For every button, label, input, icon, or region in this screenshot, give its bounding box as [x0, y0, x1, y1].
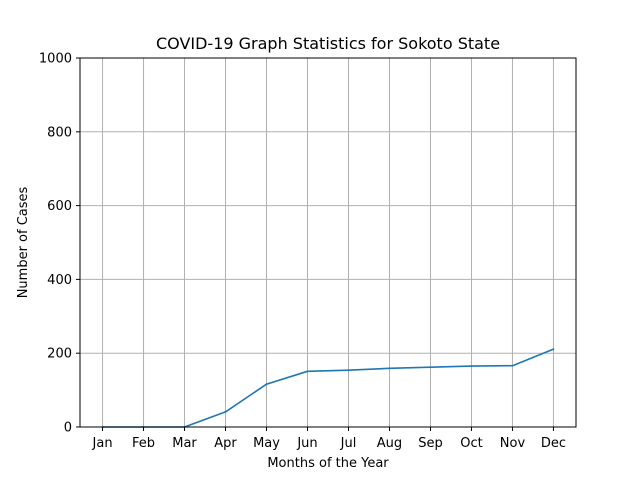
x-tick-label: Feb: [132, 436, 155, 451]
x-tick-label: Dec: [541, 436, 566, 451]
data-point: [388, 367, 391, 370]
x-tick-label: Nov: [500, 436, 526, 451]
y-axis-label: Number of Cases: [16, 186, 31, 298]
data-point: [511, 364, 514, 367]
y-tick-label: 400: [47, 273, 72, 288]
data-point: [265, 383, 268, 386]
x-tick-label: Jun: [296, 436, 317, 451]
data-point: [224, 410, 227, 413]
y-tick-label: 200: [47, 347, 72, 362]
y-tick-label: 0: [64, 421, 72, 436]
x-axis-label: Months of the Year: [267, 456, 389, 471]
y-tick-label: 1000: [39, 52, 72, 67]
x-tick-label: May: [253, 436, 280, 451]
series-group: [101, 348, 555, 428]
y-tick-label: 600: [47, 199, 72, 214]
x-tick-label: Jul: [340, 436, 357, 451]
series-line: [102, 348, 554, 428]
x-tick-label: Mar: [172, 436, 197, 451]
y-tick-label: 800: [47, 125, 72, 140]
data-point: [306, 370, 309, 373]
chart-title: COVID-19 Graph Statistics for Sokoto Sta…: [156, 34, 500, 53]
x-axis: Jan Feb Mar Apr May Jun Jul Aug Sep Oct Nov Dec: [92, 427, 566, 451]
data-point: [470, 365, 473, 368]
y-axis: 0 200 400 600 800 1000: [39, 52, 80, 436]
grid: [80, 57, 576, 428]
x-tick-label: Sep: [418, 436, 443, 451]
x-tick-label: Apr: [214, 436, 237, 451]
x-tick-label: Oct: [460, 436, 482, 451]
x-tick-label: Jan: [92, 436, 113, 451]
plot-frame: [79, 57, 577, 428]
data-point: [347, 369, 350, 372]
data-point: [429, 366, 432, 369]
data-point: [552, 348, 555, 351]
x-tick-label: Aug: [377, 436, 402, 451]
